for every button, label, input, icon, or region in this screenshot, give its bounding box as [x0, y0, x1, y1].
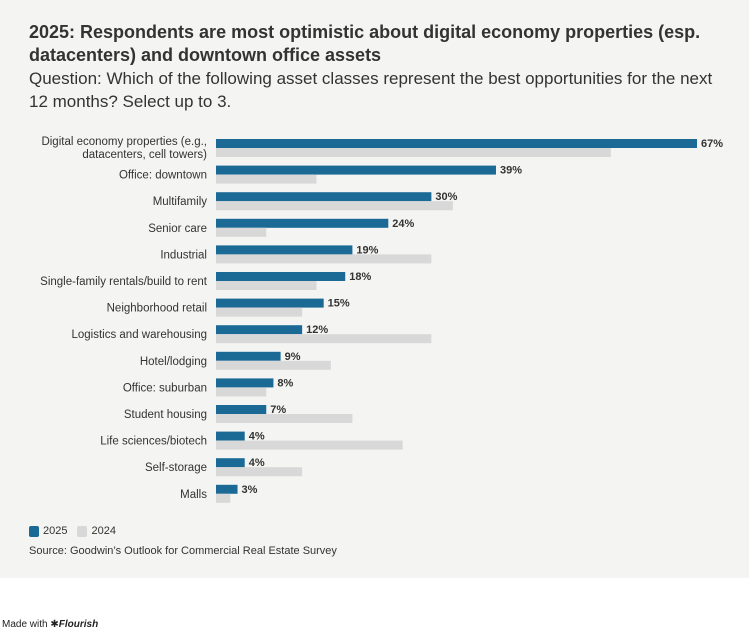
- bar-2024-5: [216, 281, 317, 290]
- category-label-6: Neighborhood retail: [107, 303, 207, 315]
- legend-swatch-2024: [77, 525, 88, 537]
- bar-2025-12: [216, 458, 245, 468]
- credit-prefix: Made with: [2, 619, 48, 630]
- value-label-12: 4%: [249, 457, 265, 469]
- bar-2024-9: [216, 387, 267, 397]
- bar-2025-0: [216, 139, 697, 148]
- bar-2024-13: [216, 493, 231, 503]
- bar-2024-6: [216, 307, 303, 317]
- bar-2025-2: [216, 192, 432, 202]
- bar-2025-5: [216, 272, 346, 281]
- bar-2025-1: [216, 165, 496, 175]
- value-label-4: 19%: [356, 244, 378, 256]
- value-label-6: 15%: [328, 298, 350, 310]
- legend: 2025 2024: [29, 524, 126, 538]
- category-label-9: Office: suburban: [123, 382, 207, 394]
- category-label-11: Life sciences/biotech: [100, 436, 207, 448]
- bar-2025-4: [216, 245, 353, 255]
- category-label-12: Self-storage: [145, 462, 207, 474]
- category-label-2: Multifamily: [153, 196, 208, 208]
- source-note: Source: Goodwin’s Outlook for Commercial…: [29, 545, 337, 557]
- category-label-5: Single-family rentals/build to rent: [40, 276, 208, 288]
- value-label-2: 30%: [435, 191, 457, 203]
- category-label-13: Malls: [180, 489, 207, 501]
- bar-chart: 67% Digital economy properties (e.g., data…: [40, 136, 723, 503]
- legend-item-2025[interactable]: 2025: [29, 525, 67, 537]
- bar-2025-13: [216, 484, 238, 494]
- flourish-logo: ✱Flourish: [50, 619, 99, 630]
- category-label-0: Digital economy properties (e.g., datacen…: [41, 136, 207, 161]
- bar-2025-7: [216, 325, 303, 335]
- bar-2024-10: [216, 414, 353, 423]
- bar-2024-8: [216, 360, 331, 370]
- bar-2025-3: [216, 218, 389, 228]
- value-label-8: 9%: [285, 351, 301, 363]
- bar-2024-2: [216, 201, 453, 211]
- bar-2024-4: [216, 254, 432, 264]
- value-label-5: 18%: [349, 271, 371, 283]
- bar-2024-0: [216, 148, 611, 157]
- bar-2024-12: [216, 467, 303, 477]
- value-label-1: 39%: [500, 165, 522, 177]
- bar-2024-1: [216, 174, 317, 184]
- category-label-8: Hotel/lodging: [140, 356, 207, 368]
- legend-item-2024[interactable]: 2024: [77, 525, 116, 537]
- bar-2024-11: [216, 440, 403, 450]
- legend-label-2025: 2025: [43, 525, 68, 537]
- category-label-7: Logistics and warehousing: [71, 329, 207, 341]
- category-label-10: Student housing: [124, 409, 207, 421]
- chart-subtitle: Question: Which of the following asset c…: [29, 69, 713, 111]
- bar-2025-11: [216, 431, 245, 441]
- bar-2025-8: [216, 351, 281, 361]
- bar-2025-9: [216, 378, 274, 388]
- legend-label-2024: 2024: [91, 525, 116, 537]
- bar-2025-10: [216, 405, 267, 414]
- value-label-7: 12%: [306, 324, 328, 336]
- value-label-11: 4%: [249, 431, 265, 443]
- category-label-4: Industrial: [160, 249, 207, 261]
- legend-swatch-2025: [29, 525, 39, 537]
- bar-2025-6: [216, 298, 324, 308]
- value-label-0: 67%: [701, 138, 723, 150]
- category-label-1: Office: downtown: [119, 170, 207, 182]
- value-label-10: 7%: [270, 404, 286, 416]
- chart-title: 2025: Respondents are most optimistic ab…: [29, 22, 701, 65]
- chart-panel: [0, 0, 749, 578]
- value-label-9: 8%: [277, 377, 293, 389]
- value-label-3: 24%: [392, 218, 414, 230]
- category-label-line: datacenters, cell towers): [82, 149, 207, 161]
- value-label-13: 3%: [242, 484, 258, 496]
- category-label-3: Senior care: [148, 223, 207, 235]
- category-label-line: Digital economy properties (e.g.,: [41, 136, 207, 148]
- bar-2024-7: [216, 334, 432, 344]
- flourish-credit[interactable]: Made with ✱Flourish: [2, 619, 98, 630]
- bar-2024-3: [216, 227, 267, 237]
